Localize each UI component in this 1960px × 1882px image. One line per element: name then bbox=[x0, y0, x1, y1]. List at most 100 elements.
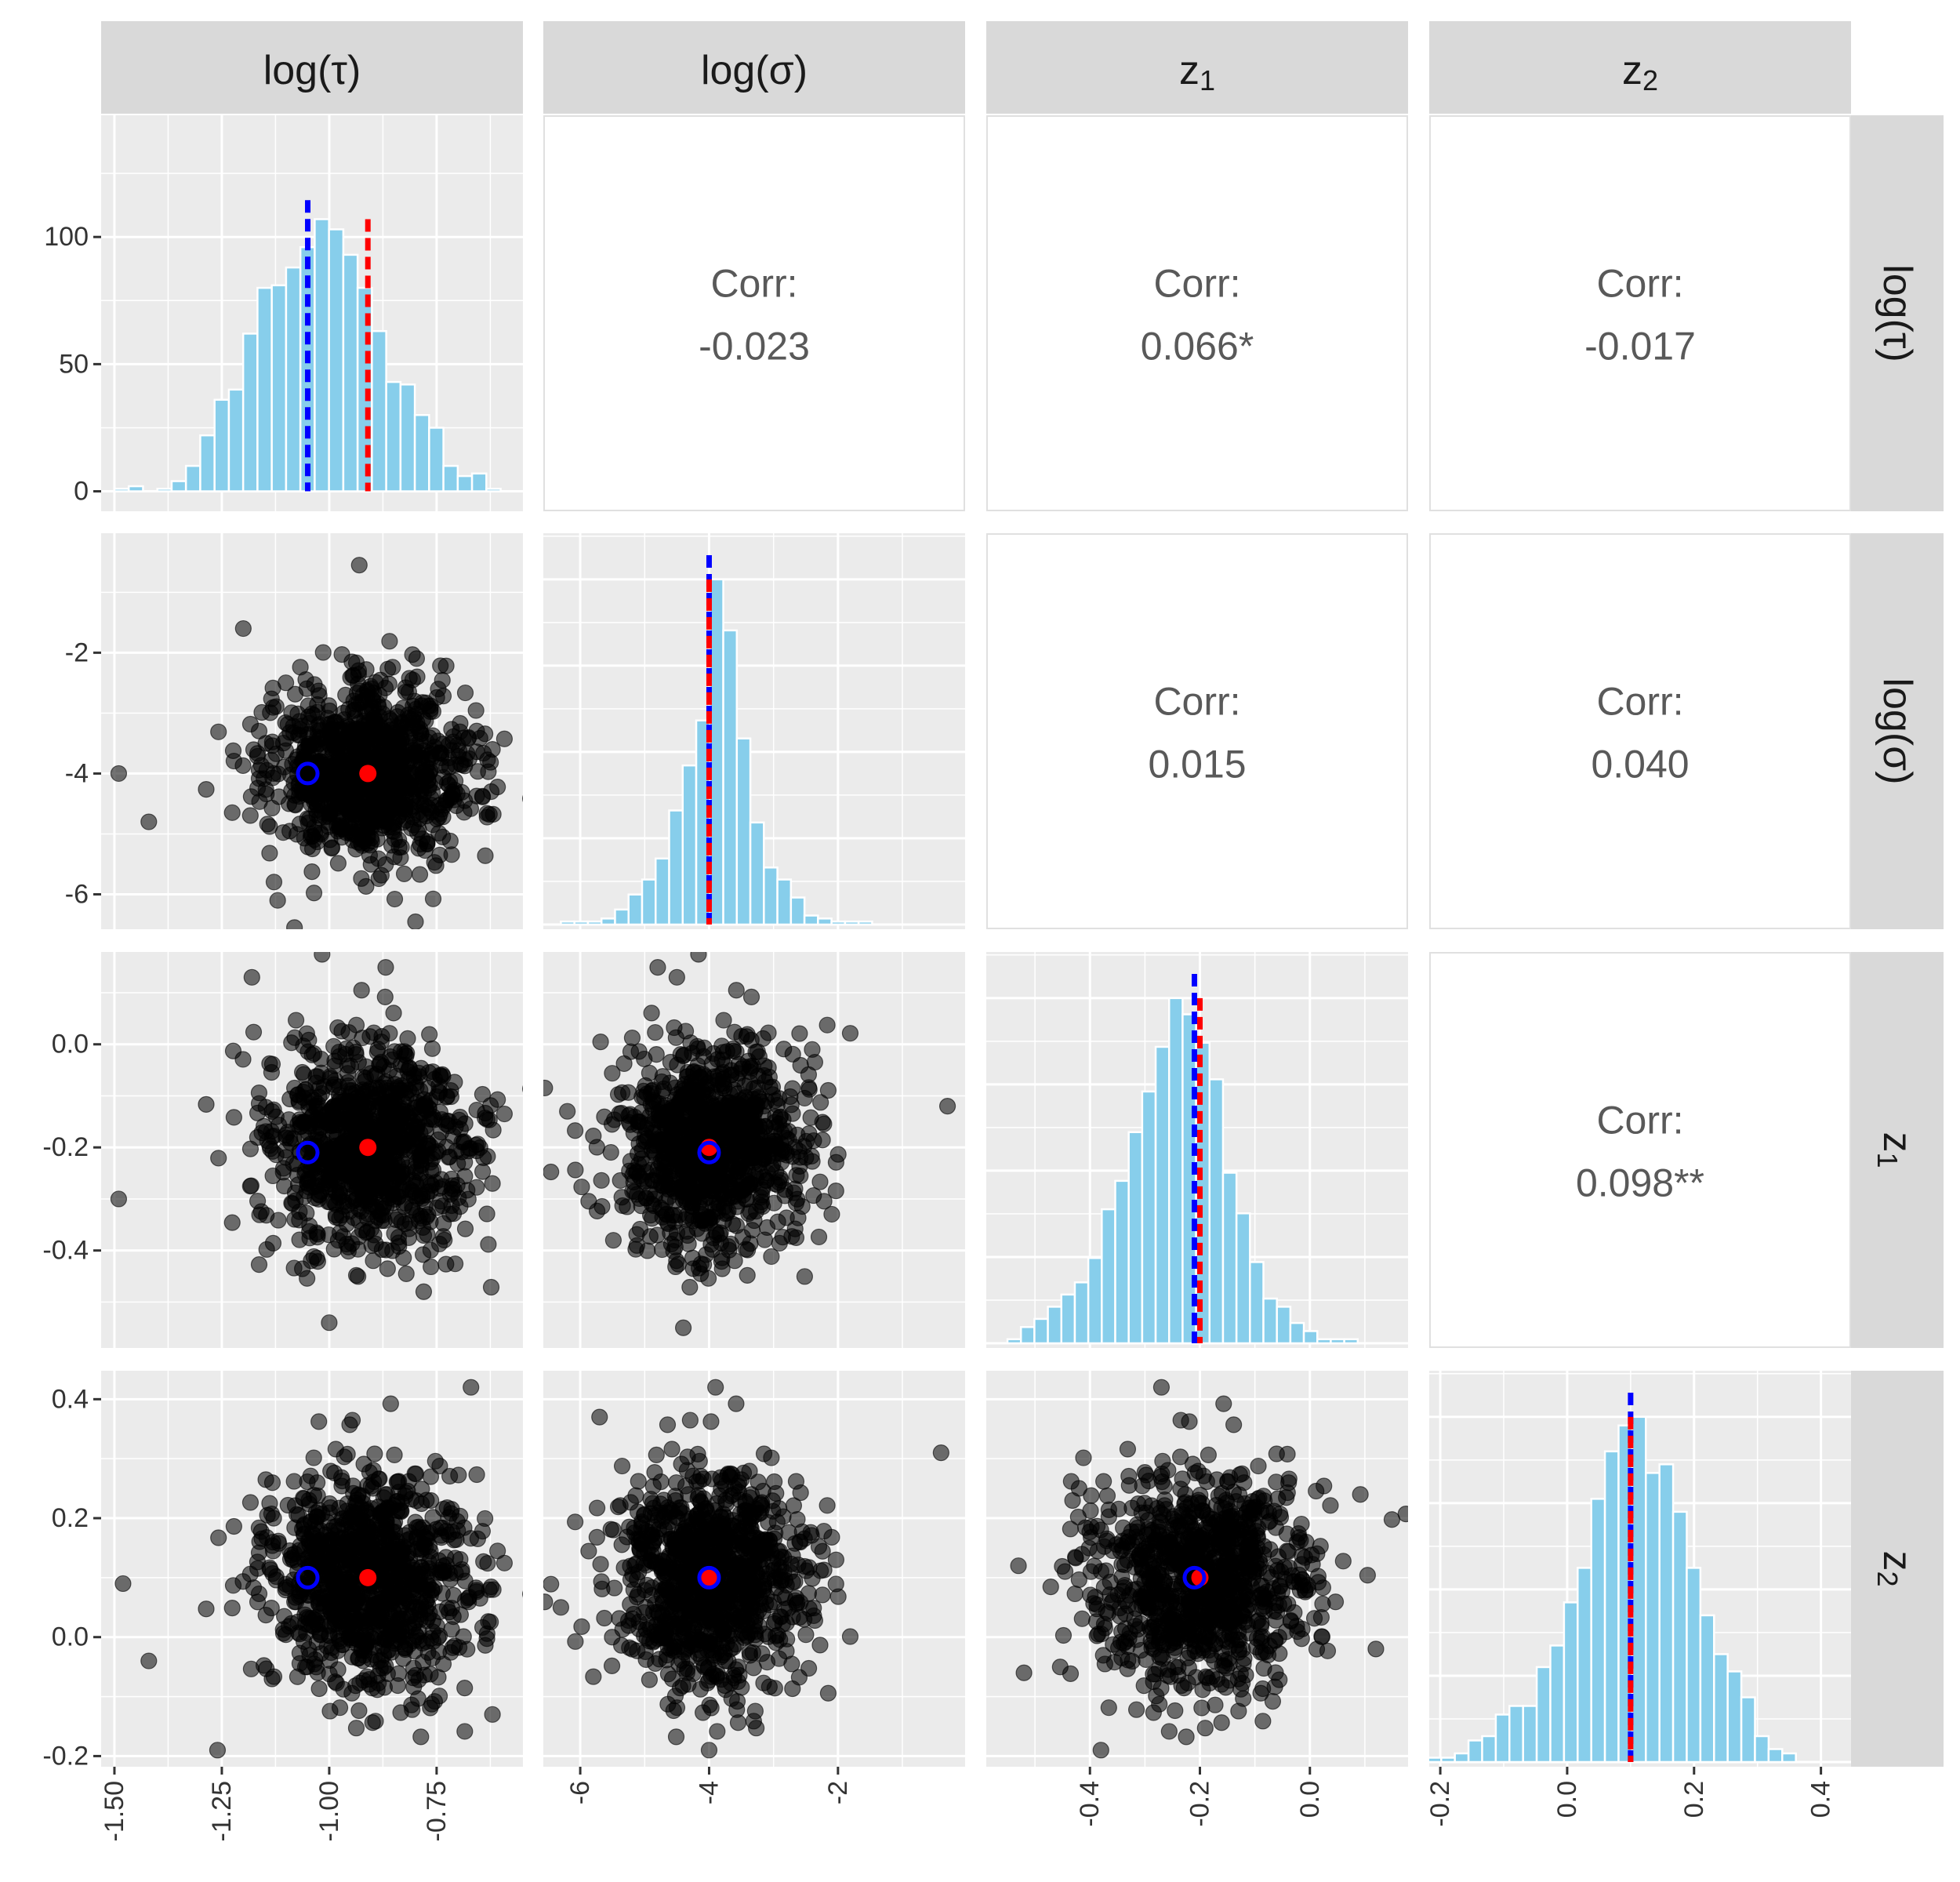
scatter-point bbox=[416, 1095, 433, 1113]
scatter-point bbox=[755, 1168, 772, 1186]
scatter-point bbox=[725, 1132, 742, 1149]
scatter-point bbox=[662, 1102, 679, 1119]
scatter-point bbox=[393, 714, 411, 731]
scatter-point bbox=[613, 1536, 630, 1553]
scatter-point bbox=[414, 1654, 432, 1671]
scatter-point bbox=[585, 1668, 602, 1685]
scatter-point bbox=[559, 1103, 576, 1120]
panel-content bbox=[986, 952, 1408, 1348]
scatter-point bbox=[528, 716, 544, 732]
scatter-point bbox=[663, 1670, 681, 1688]
scatter-point bbox=[713, 1079, 731, 1096]
scatter-point bbox=[805, 1186, 822, 1204]
scatter-point bbox=[764, 1078, 782, 1095]
strip-label-main: log(σ) bbox=[1875, 678, 1920, 784]
scatter-point bbox=[314, 644, 332, 661]
scatter-point bbox=[763, 1248, 780, 1266]
scatter-point bbox=[452, 714, 469, 732]
scatter-point bbox=[724, 1215, 742, 1233]
scatter-point bbox=[279, 1496, 296, 1514]
scatter-point bbox=[379, 1260, 396, 1277]
scatter-point bbox=[698, 1246, 715, 1263]
scatter-point bbox=[728, 982, 745, 999]
scatter-point bbox=[482, 1278, 500, 1296]
histogram-bar bbox=[1208, 1078, 1225, 1345]
strip-top-label-logsigma: log(σ) bbox=[701, 48, 808, 93]
histogram-bar bbox=[1289, 1321, 1305, 1345]
scatter-point bbox=[456, 684, 474, 702]
panel-content bbox=[101, 115, 523, 511]
scatter-point bbox=[477, 1110, 494, 1127]
scatter-point bbox=[424, 1623, 441, 1640]
scatter-point bbox=[329, 1642, 347, 1659]
histogram-bar bbox=[857, 920, 873, 926]
scatter-point bbox=[347, 1266, 365, 1284]
strip-right-label-logtau: log(τ) bbox=[1875, 264, 1920, 362]
strip-top-logtau bbox=[101, 21, 523, 114]
histogram-bar bbox=[1330, 1338, 1345, 1345]
scatter-point bbox=[419, 1226, 436, 1243]
histogram-bar bbox=[213, 398, 230, 492]
scatter-point bbox=[521, 1085, 523, 1093]
scatter-point bbox=[340, 1175, 358, 1193]
histogram-bar bbox=[600, 917, 616, 926]
scatter-point bbox=[350, 1053, 367, 1071]
scatter-point bbox=[784, 1680, 801, 1698]
scatter-point bbox=[404, 808, 421, 826]
scatter-point bbox=[699, 1270, 717, 1287]
histogram-bar bbox=[735, 737, 752, 926]
scatter-point bbox=[484, 1706, 501, 1723]
panel-z1-logtau bbox=[101, 952, 523, 1348]
scatter-point bbox=[631, 1190, 648, 1208]
scatter-point bbox=[456, 1220, 474, 1237]
strip-right-label-logsigma: log(σ) bbox=[1875, 678, 1920, 784]
scatter-point bbox=[804, 1041, 821, 1058]
scatter-point bbox=[424, 816, 441, 834]
scatter-point bbox=[462, 800, 480, 817]
strip-label-main: log(τ) bbox=[263, 48, 361, 93]
corr-value: -0.017 bbox=[1584, 325, 1696, 369]
panel-grid: Corr:-0.023Corr:0.066*Corr:-0.017Corr:0.… bbox=[101, 115, 1851, 1767]
scatter-point bbox=[345, 692, 362, 710]
panel-content bbox=[101, 1371, 523, 1767]
scatter-point bbox=[588, 1499, 606, 1517]
scatter-point bbox=[330, 1189, 347, 1206]
scatter-point bbox=[432, 657, 449, 674]
histogram-bar bbox=[256, 286, 273, 492]
truth-point bbox=[359, 1568, 377, 1586]
estimate-point bbox=[296, 1140, 320, 1164]
strip-label-sub: 1 bbox=[1872, 1152, 1904, 1168]
scatter-point bbox=[462, 1530, 480, 1547]
scatter-point bbox=[593, 1580, 611, 1597]
scatter-point bbox=[746, 1095, 763, 1112]
scatter-point bbox=[463, 1379, 480, 1396]
histogram-bar bbox=[1221, 1172, 1238, 1345]
scatter-point bbox=[441, 1205, 459, 1223]
scatter-point bbox=[114, 1575, 132, 1593]
scatter-point bbox=[748, 1720, 765, 1737]
scatter-point bbox=[637, 1164, 655, 1181]
histogram-bar bbox=[227, 388, 245, 492]
scatter-point bbox=[295, 1633, 313, 1650]
scatter-point bbox=[286, 1211, 303, 1228]
scatter-point bbox=[489, 1542, 506, 1560]
scatter-point bbox=[412, 1728, 430, 1746]
scatter-point bbox=[422, 1699, 439, 1717]
scatter-point bbox=[760, 1024, 777, 1041]
scatter-point bbox=[259, 1132, 276, 1150]
scatter-point bbox=[456, 1723, 474, 1740]
scatter-point bbox=[352, 834, 370, 852]
scatter-point bbox=[419, 833, 436, 850]
scatter-point bbox=[322, 1462, 339, 1480]
strip-right-z2 bbox=[1851, 1371, 1944, 1767]
histogram-bar bbox=[681, 764, 698, 926]
scatter-point bbox=[386, 890, 404, 908]
scatter-point bbox=[378, 772, 395, 789]
panel-content bbox=[543, 533, 965, 929]
scatter-point bbox=[405, 1669, 422, 1687]
scatter-point bbox=[681, 1412, 699, 1429]
scatter-point bbox=[626, 1108, 644, 1125]
scatter-point bbox=[592, 1034, 609, 1051]
histogram-bar bbox=[371, 329, 387, 492]
scatter-point bbox=[297, 1600, 314, 1617]
